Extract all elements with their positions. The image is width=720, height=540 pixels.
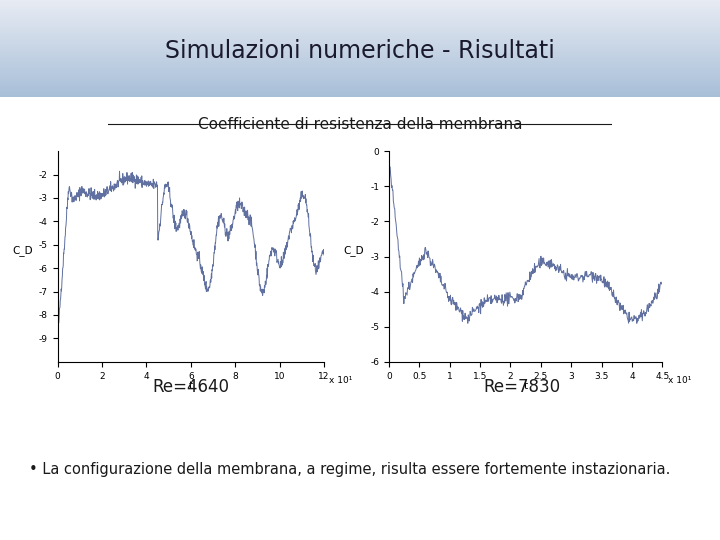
Text: Re=4640: Re=4640 — [153, 377, 229, 395]
Text: x 10¹: x 10¹ — [668, 376, 691, 385]
Text: • La configurazione della membrana, a regime, risulta essere fortemente instazio: • La configurazione della membrana, a re… — [29, 462, 670, 477]
Text: t: t — [189, 381, 193, 391]
Y-axis label: C_D: C_D — [12, 246, 32, 256]
Text: Simulazioni numeriche - Risultati: Simulazioni numeriche - Risultati — [165, 39, 555, 63]
Y-axis label: C_D: C_D — [343, 246, 364, 256]
Text: Coefficiente di resistenza della membrana: Coefficiente di resistenza della membran… — [198, 117, 522, 132]
Text: Re=7830: Re=7830 — [483, 377, 561, 395]
Text: x 10¹: x 10¹ — [329, 376, 353, 385]
Text: t: t — [523, 381, 528, 391]
